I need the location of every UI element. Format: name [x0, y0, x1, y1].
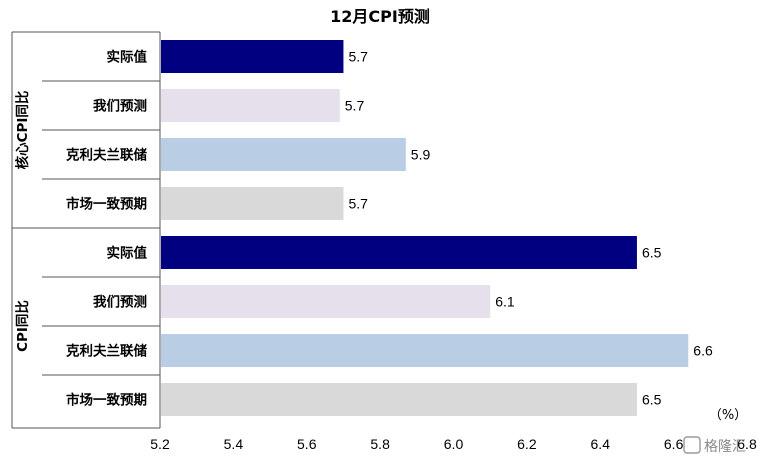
bar: [161, 40, 344, 73]
x-tick-label: 6.2: [517, 436, 537, 452]
bar: [161, 138, 406, 171]
x-tick-label: 6.6: [664, 436, 684, 452]
bar: [161, 187, 344, 220]
bars-layer: [161, 40, 689, 416]
bar: [161, 334, 689, 367]
value-label: 6.5: [642, 245, 662, 261]
x-tick-label: 5.2: [150, 436, 170, 452]
x-tick-label: 6.4: [591, 436, 611, 452]
group-label: 核心CPI同比: [14, 91, 31, 170]
value-label: 5.9: [411, 147, 431, 163]
category-label: 克利夫兰联储: [66, 147, 147, 164]
x-tick-label: 6.8: [737, 436, 757, 452]
value-label: 6.6: [693, 343, 713, 359]
x-tick-label: 5.8: [370, 436, 390, 452]
chart-title: 12月CPI预测: [330, 7, 430, 26]
category-label: 市场一致预期: [66, 196, 147, 213]
bar: [161, 236, 637, 269]
bar: [161, 285, 491, 318]
x-axis-ticks: 5.2 5.4 5.6 5.8 6.0 6.2 6.4 6.6 6.8: [150, 436, 757, 452]
category-label: 我们预测: [93, 294, 147, 311]
category-label: 克利夫兰联储: [66, 343, 147, 360]
x-tick-label: 5.4: [224, 436, 244, 452]
value-label: 5.7: [348, 49, 368, 65]
value-label: 6.5: [642, 392, 662, 408]
category-label: 我们预测: [93, 98, 147, 115]
value-label: 5.7: [345, 98, 365, 114]
unit-label: （%）: [709, 408, 747, 423]
x-tick-label: 5.6: [297, 436, 317, 452]
watermark-text: 格隆汇: [704, 439, 746, 455]
watermark: 格隆汇: [683, 436, 746, 455]
logo-icon: [683, 436, 701, 454]
category-label: 市场一致预期: [66, 392, 147, 409]
value-label: 6.1: [495, 294, 515, 310]
category-label: 实际值: [107, 245, 148, 262]
bar: [161, 383, 637, 416]
value-label: 5.7: [348, 196, 368, 212]
x-tick-label: 6.0: [444, 436, 464, 452]
bar: [161, 89, 340, 122]
chart-frame: [11, 31, 161, 429]
group-label: CPI同比: [14, 300, 31, 352]
category-label: 实际值: [107, 49, 148, 66]
